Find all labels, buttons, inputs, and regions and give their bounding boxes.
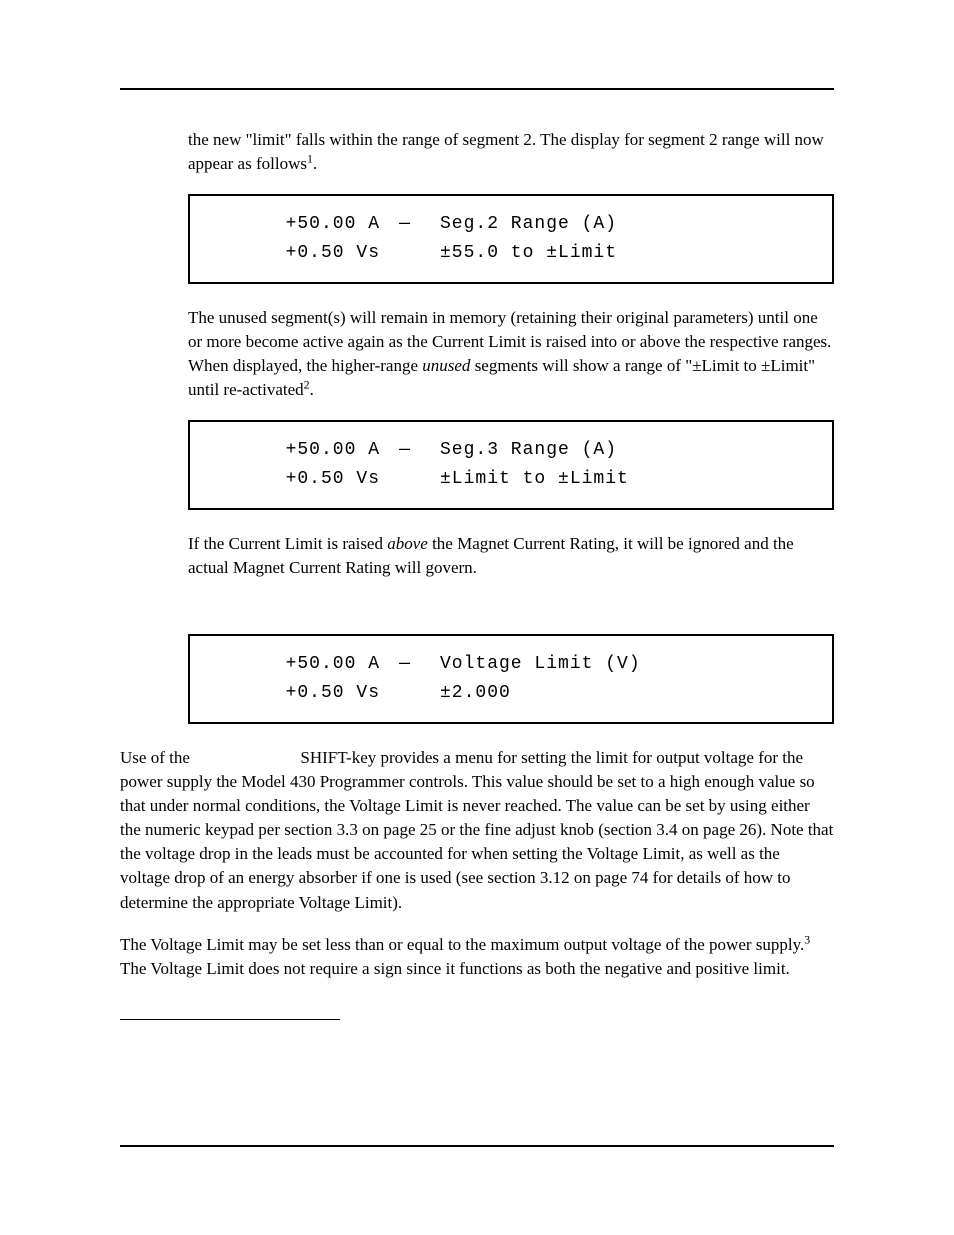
- display-row: +0.50 Vs ±55.0 to ±Limit: [210, 239, 812, 268]
- display-label-right: Voltage Limit (V): [430, 650, 812, 679]
- footnote-ref-3: 3: [804, 932, 810, 946]
- paragraph-1: the new "limit" falls within the range o…: [188, 128, 834, 176]
- display-value-left: +0.50 Vs: [210, 465, 380, 494]
- display-row: +50.00 A — Seg.3 Range (A): [210, 436, 812, 465]
- paragraph-2-tail: .: [310, 380, 314, 399]
- paragraph-4-text-a: Use of the: [120, 748, 190, 767]
- paragraph-3-text-a: If the Current Limit is raised: [188, 534, 387, 553]
- display-value-left: +0.50 Vs: [210, 679, 380, 708]
- paragraph-5-text-a: The Voltage Limit may be set less than o…: [120, 935, 804, 954]
- paragraph-3-emphasis: above: [387, 534, 428, 553]
- display-value-right: ±55.0 to ±Limit: [430, 239, 812, 268]
- footnote-separator: [120, 1019, 340, 1020]
- display-separator: —: [380, 650, 430, 679]
- display-row: +0.50 Vs ±Limit to ±Limit: [210, 465, 812, 494]
- display-value-right: ±2.000: [430, 679, 812, 708]
- display-value-left: +50.00 A: [210, 210, 380, 239]
- paragraph-4-text-b: SHIFT-key provides a menu for setting th…: [120, 748, 833, 912]
- paragraph-1-tail: .: [313, 154, 317, 173]
- paragraph-3: If the Current Limit is raised above the…: [188, 532, 834, 580]
- paragraph-1-text: the new "limit" falls within the range o…: [188, 130, 824, 173]
- display-label-right: Seg.3 Range (A): [430, 436, 812, 465]
- top-horizontal-rule: [120, 88, 834, 90]
- display-separator: —: [380, 436, 430, 465]
- paragraph-2-emphasis: unused: [422, 356, 470, 375]
- display-box-seg2: +50.00 A — Seg.2 Range (A) +0.50 Vs ±55.…: [188, 194, 834, 284]
- display-value-right: ±Limit to ±Limit: [430, 465, 812, 494]
- display-separator: [380, 239, 430, 268]
- display-value-left: +50.00 A: [210, 436, 380, 465]
- display-box-seg3: +50.00 A — Seg.3 Range (A) +0.50 Vs ±Lim…: [188, 420, 834, 510]
- bottom-horizontal-rule: [120, 1145, 834, 1147]
- paragraph-2: The unused segment(s) will remain in mem…: [188, 306, 834, 403]
- display-box-voltage-limit: +50.00 A — Voltage Limit (V) +0.50 Vs ±2…: [188, 634, 834, 724]
- paragraph-5: The Voltage Limit may be set less than o…: [120, 933, 834, 981]
- spacer: [188, 598, 834, 622]
- display-separator: [380, 679, 430, 708]
- display-separator: —: [380, 210, 430, 239]
- display-value-left: +50.00 A: [210, 650, 380, 679]
- display-value-left: +0.50 Vs: [210, 239, 380, 268]
- display-row: +50.00 A — Voltage Limit (V): [210, 650, 812, 679]
- paragraph-4: Use of the SHIFT-key provides a menu for…: [120, 746, 834, 915]
- display-separator: [380, 465, 430, 494]
- display-row: +0.50 Vs ±2.000: [210, 679, 812, 708]
- display-row: +50.00 A — Seg.2 Range (A): [210, 210, 812, 239]
- paragraph-5-text-b: The Voltage Limit does not require a sig…: [120, 959, 790, 978]
- display-label-right: Seg.2 Range (A): [430, 210, 812, 239]
